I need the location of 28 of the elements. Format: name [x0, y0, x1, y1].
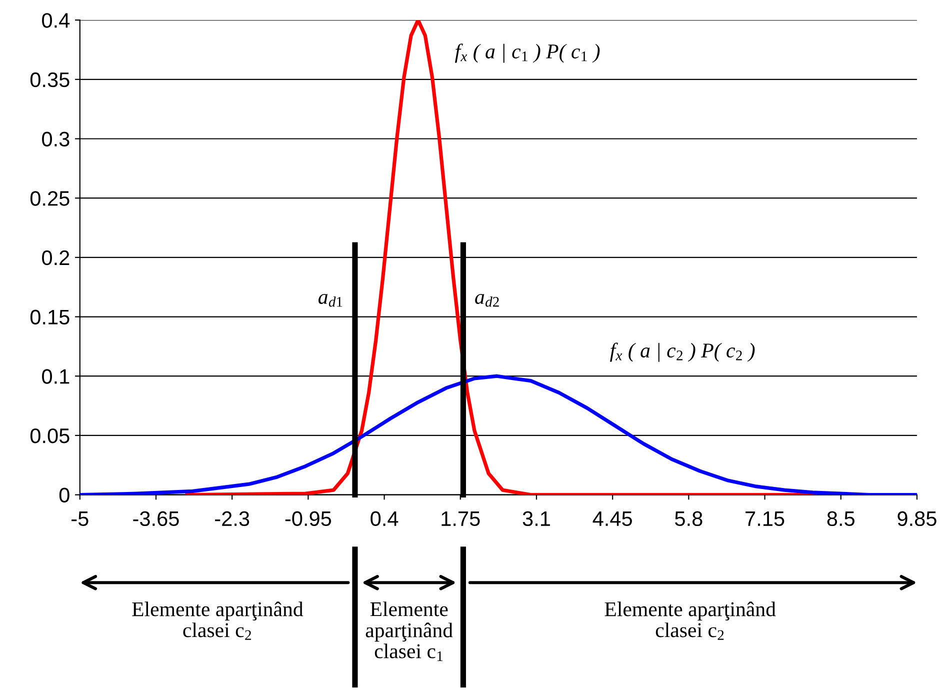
series-label: f$_{x}$ ( a | c$_{1}$ ) P( c$_{1}$ ) — [454, 44, 600, 63]
x-tick-label: -0.95 — [285, 511, 332, 526]
y-tick-label: 0.4 — [42, 13, 70, 28]
text: Elemente aparţinând clasei c$_{1}$ — [366, 602, 453, 661]
x-tick-label: 0.4 — [370, 511, 398, 526]
ref-line-label: a$_{d2}$ — [475, 294, 499, 307]
x-tick-label: 5.8 — [675, 511, 702, 526]
y-tick-label: 0.15 — [30, 310, 70, 325]
y-tick-label: 0 — [59, 488, 70, 503]
y-tick-label: 0.3 — [42, 132, 70, 146]
x-tick-label: 1.75 — [442, 512, 480, 526]
x-tick-label: 8.5 — [827, 511, 854, 526]
x-tick-label: 7.15 — [746, 512, 784, 526]
x-tick-label: 3.1 — [522, 511, 550, 526]
x-tick-label: -2.3 — [215, 511, 250, 526]
y-tick-label: 0.25 — [30, 191, 70, 206]
text: Elemente aparţinând clasei c$_{2}$ — [132, 602, 304, 640]
x-tick-label: -3.65 — [133, 511, 179, 526]
x-tick-label: 4.45 — [592, 512, 632, 526]
text: Elemente aparţinând clasei c$_{2}$ — [604, 602, 776, 640]
y-tick-label: 0.05 — [30, 428, 70, 444]
y-tick-label: 0.2 — [42, 250, 70, 266]
y-tick-label: 0.1 — [42, 369, 70, 384]
x-tick-label: 9.85 — [898, 511, 936, 526]
x-tick-label: -5 — [72, 512, 88, 526]
y-tick-label: 0.35 — [30, 72, 70, 88]
text: f$_{x}$ ( a | c$_{2}$ ) P( c$_{2}$ ) — [610, 342, 755, 362]
ref-line-label: a$_{d1}$ — [318, 294, 342, 307]
